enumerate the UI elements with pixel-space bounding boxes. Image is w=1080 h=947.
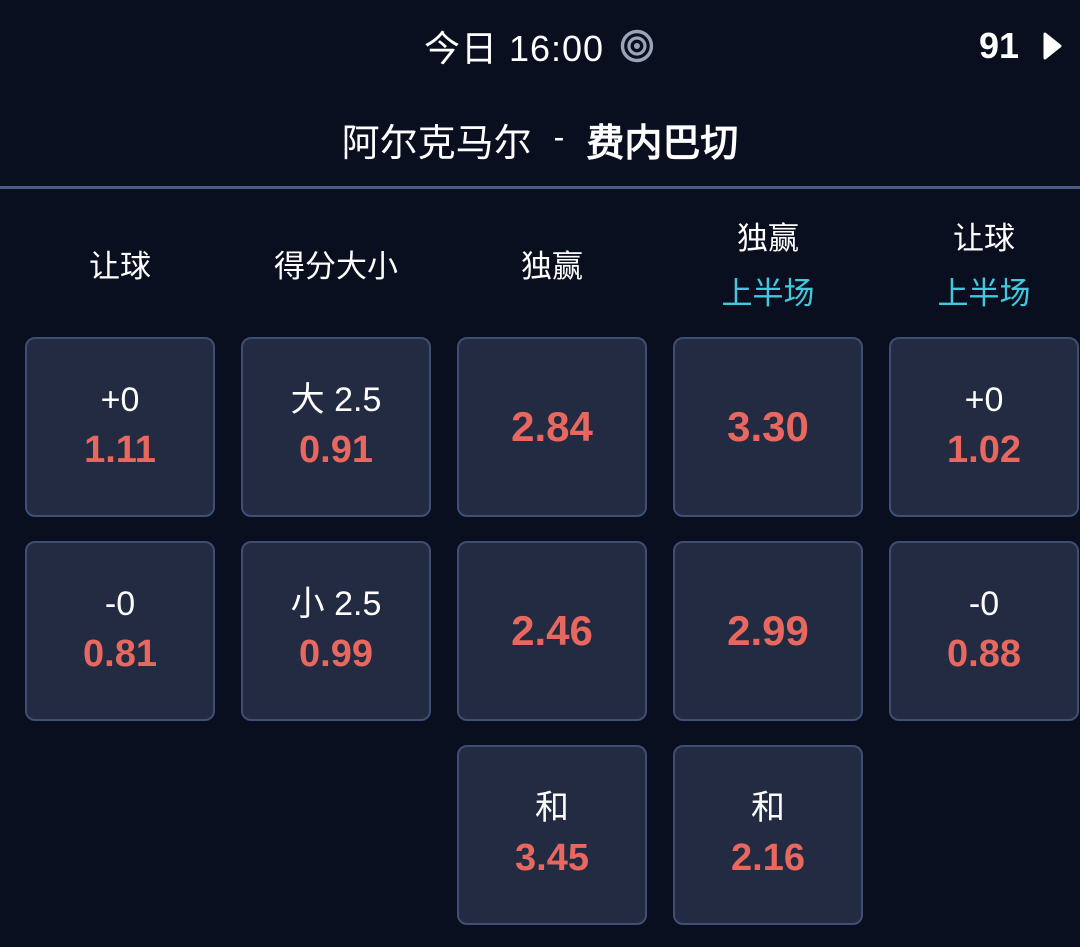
market-header-label: 独赢	[737, 221, 799, 256]
odds-cell-handicap-away[interactable]: -0 0.81	[25, 541, 215, 721]
market-header-label: 独赢	[521, 248, 583, 284]
odds-cell-handicap-1h-home[interactable]: +0 1.02	[889, 337, 1079, 517]
odds-cell-label: -0	[104, 585, 136, 624]
odds-cell-value: 0.88	[947, 632, 1021, 675]
team-separator: -	[553, 118, 565, 155]
markets-count: 91	[978, 25, 1019, 66]
odds-cell-label: 和	[535, 789, 569, 828]
odds-cell-moneyline-1h-home[interactable]: 3.30	[673, 337, 863, 517]
odds-cell-label: +0	[964, 381, 1004, 420]
odds-cell-value: 0.81	[83, 632, 157, 675]
top-bar: 今日 16:00 91	[0, 0, 1080, 92]
market-header-label: 让球	[953, 221, 1015, 256]
odds-cell-label: 大 2.5	[290, 381, 382, 420]
odds-cell-value: 2.99	[727, 606, 809, 654]
odds-cell-over[interactable]: 大 2.5 0.91	[241, 337, 431, 517]
market-header-sublabel: 上半场	[937, 276, 1031, 311]
odds-cell-moneyline-1h-away[interactable]: 2.99	[673, 541, 863, 721]
all-markets-button[interactable]: 91	[979, 25, 1062, 67]
odds-cell-value: 0.99	[299, 632, 373, 675]
odds-cell-label: +0	[100, 381, 140, 420]
bullseye-icon	[618, 27, 656, 65]
odds-cell-label: -0	[968, 585, 1000, 624]
odds-cell-value: 1.11	[84, 428, 156, 471]
odds-cell-moneyline-1h-draw[interactable]: 和 2.16	[673, 745, 863, 925]
home-team-name: 阿尔克马尔	[341, 122, 532, 165]
market-header-sublabel: 上半场	[721, 276, 815, 311]
odds-cell-moneyline-home[interactable]: 2.84	[457, 337, 647, 517]
market-header-label: 让球	[89, 248, 151, 284]
title-divider	[0, 186, 1080, 189]
odds-cell-handicap-1h-away[interactable]: -0 0.88	[889, 541, 1079, 721]
triangle-right-icon	[1043, 32, 1062, 60]
odds-cell-under[interactable]: 小 2.5 0.99	[241, 541, 431, 721]
market-header-over-under: 得分大小	[241, 189, 431, 337]
odds-cell-value: 2.84	[511, 402, 593, 450]
odds-grid: 让球 得分大小 独赢 独赢 上半场 让球 上半场 +0 1.11 -0 0.81…	[0, 189, 1080, 925]
market-header-moneyline: 独赢	[457, 189, 647, 337]
odds-cell-label: 和	[751, 789, 785, 828]
odds-cell-label: 小 2.5	[290, 585, 382, 624]
odds-cell-value: 0.91	[299, 428, 373, 471]
market-header-handicap: 让球	[25, 189, 215, 337]
market-header-label: 得分大小	[274, 248, 398, 284]
match-time-label: 今日 16:00	[423, 28, 605, 69]
odds-cell-value: 3.30	[727, 402, 809, 450]
match-time-group: 今日 16:00	[424, 20, 656, 72]
odds-cell-handicap-home[interactable]: +0 1.11	[25, 337, 215, 517]
odds-cell-moneyline-draw[interactable]: 和 3.45	[457, 745, 647, 925]
odds-cell-value: 3.45	[515, 836, 589, 879]
market-header-moneyline-first-half: 独赢 上半场	[673, 189, 863, 337]
odds-cell-value: 2.46	[511, 606, 593, 654]
odds-cell-value: 2.16	[731, 836, 805, 879]
odds-cell-value: 1.02	[947, 428, 1021, 471]
odds-cell-moneyline-away[interactable]: 2.46	[457, 541, 647, 721]
market-header-handicap-first-half: 让球 上半场	[889, 189, 1079, 337]
away-team-name: 费内巴切	[586, 122, 739, 165]
match-title: 阿尔克马尔 - 费内巴切	[0, 92, 1080, 186]
